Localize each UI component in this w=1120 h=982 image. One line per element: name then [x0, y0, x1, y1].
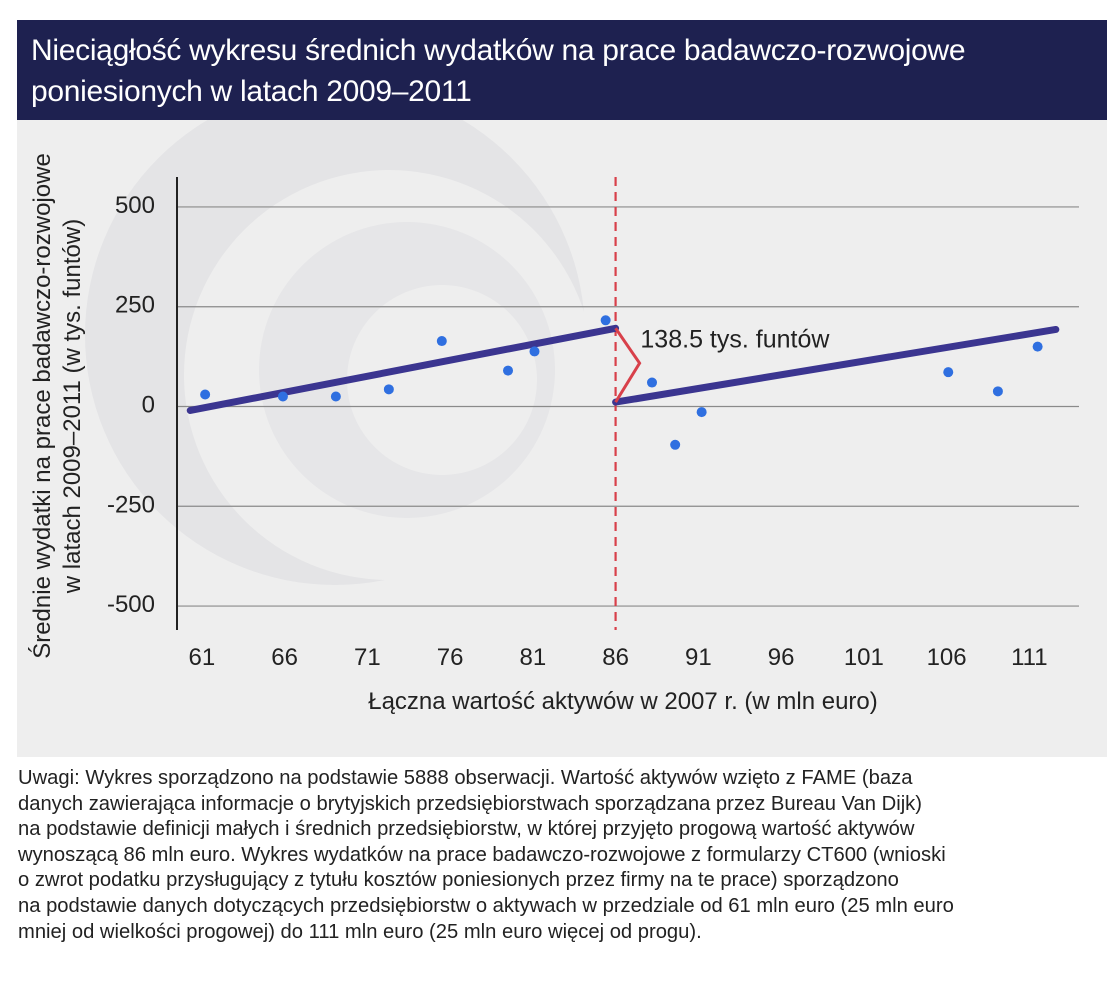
data-point — [330, 391, 341, 402]
discontinuity-gap-marker — [614, 327, 642, 403]
watermark-logo — [85, 120, 594, 585]
data-point — [503, 365, 514, 376]
x-tick-label: 96 — [768, 644, 795, 671]
x-tick-label: 111 — [1011, 644, 1047, 671]
chart-notes: Uwagi: Wykres sporządzono na podstawie 5… — [18, 766, 1108, 945]
x-tick-label: 106 — [927, 644, 967, 671]
notes-line-1: Uwagi: Wykres sporządzono na podstawie 5… — [18, 767, 913, 789]
data-point — [696, 407, 707, 418]
x-tick-label: 91 — [685, 644, 712, 671]
x-tick-label: 61 — [188, 644, 215, 671]
chart-title: Nieciągłość wykresu średnich wydatków na… — [31, 30, 1107, 112]
regression-line-left — [186, 324, 620, 414]
y-axis-title: Średnie wydatki na prace badawczo-rozwoj… — [28, 153, 86, 659]
y-axis-title-line-1: Średnie wydatki na prace badawczo-rozwoj… — [28, 153, 56, 659]
data-point — [646, 377, 657, 388]
x-tick-label: 66 — [271, 644, 298, 671]
notes-line-5: o zwrot podatku przysługujący z tytułu k… — [18, 869, 899, 892]
notes-line-4: wynoszącą 86 mln euro. Wykres wydatków n… — [18, 843, 946, 866]
notes-line-7: mniej od wielkości progowej) do 111 mln … — [18, 920, 702, 943]
x-tick-label: 71 — [354, 644, 381, 671]
x-tick-label: 101 — [844, 644, 884, 671]
gap-annotation: 138.5 tys. funtów — [640, 326, 830, 354]
x-tick-label: 76 — [437, 644, 464, 671]
data-point — [200, 389, 211, 400]
regression-line-right — [612, 325, 1060, 406]
scatter-chart: 500 250 0 -250 -500 61 66 71 76 81 86 91 96 101 106 11… — [28, 120, 1079, 715]
data-point — [943, 367, 954, 378]
x-tick-label: 81 — [519, 644, 546, 671]
y-tick-label: -500 — [107, 591, 155, 618]
plot-panel: 500 250 0 -250 -500 61 66 71 76 81 86 91 96 101 106 11… — [17, 120, 1107, 757]
y-tick-label: 500 — [115, 192, 155, 219]
notes-line-3: na podstawie definicji małych i średnich… — [18, 818, 915, 841]
data-point — [383, 384, 394, 395]
y-tick-label: -250 — [107, 491, 155, 518]
data-point — [992, 386, 1003, 397]
y-tick-label: 0 — [142, 391, 155, 418]
gridlines — [177, 206, 1079, 607]
chart-header: Nieciągłość wykresu średnich wydatków na… — [17, 20, 1107, 120]
regression-lines — [186, 324, 1060, 414]
data-point — [670, 439, 681, 450]
x-tick-labels: 61 66 71 76 81 86 91 96 101 106 111 — [188, 644, 1047, 671]
data-points — [200, 315, 1043, 450]
data-point — [436, 336, 447, 347]
x-axis-title: Łączna wartość aktywów w 2007 r. (w mln … — [368, 688, 878, 715]
x-tick-label: 86 — [602, 644, 629, 671]
y-tick-labels: 500 250 0 -250 -500 — [107, 192, 155, 618]
data-point — [529, 346, 540, 357]
y-axis-title-line-2: w latach 2009–2011 (w tys. funtów) — [59, 219, 86, 594]
data-point — [600, 315, 611, 326]
data-point — [277, 391, 288, 402]
data-point — [1032, 341, 1043, 352]
notes-line-6: na podstawie danych dotyczących przedsię… — [18, 894, 954, 917]
chart-title-line-2: poniesionych w latach 2009–2011 — [31, 75, 472, 108]
notes-line-2: danych zawierająca informacje o brytyjsk… — [18, 792, 922, 815]
y-tick-label: 250 — [115, 292, 155, 319]
chart-title-line-1: Nieciągłość wykresu średnich wydatków na… — [31, 34, 966, 67]
